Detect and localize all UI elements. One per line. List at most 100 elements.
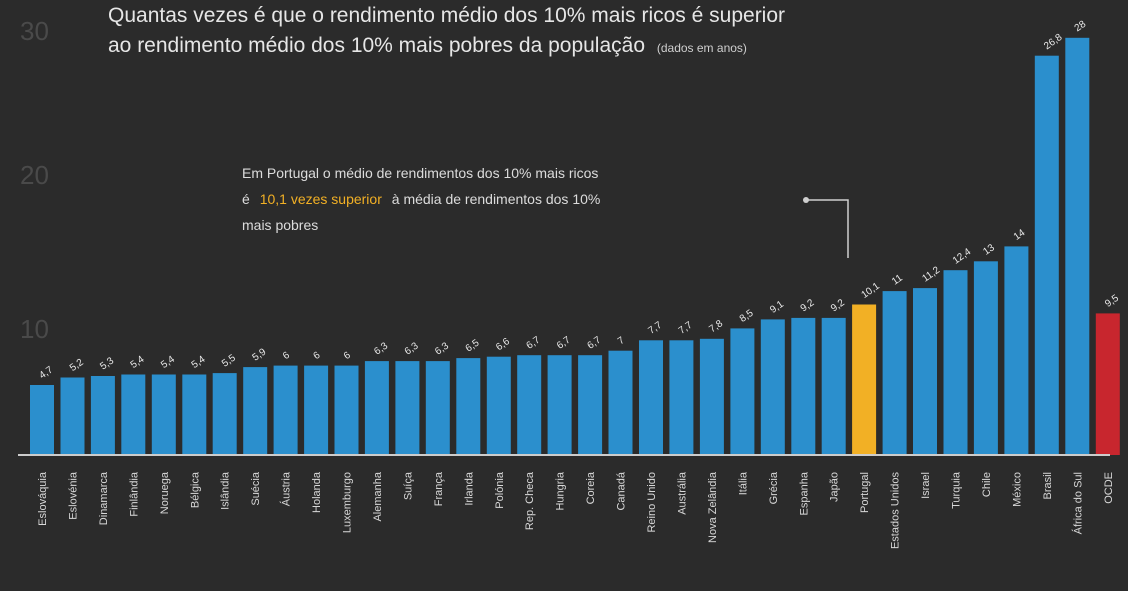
category-label-20: Reino Unido [646, 472, 658, 533]
title-note: (dados em anos) [657, 41, 747, 55]
category-label-35: OCDE [1103, 472, 1115, 504]
bar-6 [212, 373, 237, 456]
annotation-highlight: 10,1 vezes superior [260, 191, 383, 207]
bar-4 [151, 374, 176, 455]
value-label-31: 13 [981, 242, 997, 258]
category-label-32: México [1011, 472, 1023, 507]
category-label-26: Japão [829, 472, 841, 502]
category-label-21: Austrália [676, 471, 688, 515]
bar-14 [456, 358, 481, 455]
category-label-9: Holanda [311, 471, 323, 513]
bar-8 [273, 365, 298, 455]
value-label-19: 7 [616, 335, 627, 347]
bar-26 [821, 317, 846, 455]
value-label-7: 5,9 [251, 346, 269, 363]
value-label-11: 6,3 [372, 340, 390, 357]
value-label-28: 11 [890, 272, 905, 287]
bar-21 [669, 340, 694, 455]
category-label-30: Turquia [951, 471, 963, 509]
title-line-2-main: ao rendimento médio dos 10% mais pobres … [108, 34, 645, 57]
category-label-18: Coreia [585, 471, 597, 504]
value-label-16: 6,7 [525, 334, 543, 351]
value-label-2: 5,3 [98, 355, 116, 372]
value-label-21: 7,7 [677, 320, 695, 337]
value-label-26: 9,2 [829, 297, 847, 314]
category-labels: Eslováquia Eslovénia Dinamarca Finlândia Nor… [37, 471, 1115, 549]
value-label-1: 5,2 [68, 357, 86, 374]
bar-31 [973, 261, 998, 455]
category-label-22: Nova Zelândia [707, 471, 719, 543]
value-label-30: 12,4 [951, 246, 974, 266]
bar-19 [608, 350, 633, 455]
value-label-18: 6,7 [586, 334, 604, 351]
y-tick-30: 30 [20, 16, 49, 46]
bar-34 [1065, 37, 1090, 456]
category-label-16: Rep. Checa [524, 471, 536, 530]
value-label-9: 6 [312, 350, 323, 362]
bar-35 [1095, 313, 1120, 455]
category-label-10: Luxemburgo [342, 472, 354, 533]
category-label-12: Suíça [402, 471, 414, 500]
value-label-8: 6 [281, 350, 292, 362]
bar-15 [486, 356, 511, 455]
bar-10 [334, 365, 359, 455]
bar-33 [1034, 55, 1059, 455]
bar-17 [547, 355, 572, 455]
category-label-14: Irlanda [463, 471, 475, 506]
annotation-dot [803, 197, 809, 203]
value-label-3: 5,4 [129, 354, 147, 371]
category-label-13: França [433, 471, 445, 506]
value-label-6: 5,5 [220, 352, 238, 369]
bar-3 [121, 374, 146, 455]
value-label-15: 6,6 [494, 336, 512, 353]
bar-18 [578, 355, 603, 455]
category-label-15: Polónia [494, 471, 506, 509]
category-label-3: Finlândia [128, 471, 140, 517]
value-label-0: 4,7 [37, 364, 55, 381]
value-label-23: 8,5 [738, 308, 756, 325]
category-label-24: Grécia [768, 471, 780, 504]
value-label-12: 6,3 [403, 340, 421, 357]
category-label-25: Espanha [798, 471, 810, 515]
bar-28 [882, 291, 907, 455]
bar-29 [913, 288, 937, 455]
chart-title: Quantas vezes é que o rendimento médio d… [108, 4, 785, 57]
category-label-4: Noruega [159, 471, 171, 514]
bar-0 [30, 385, 54, 455]
bar-9 [304, 365, 329, 455]
category-label-8: Áustria [280, 471, 293, 506]
y-tick-20: 20 [20, 160, 49, 190]
bar-30 [943, 270, 968, 455]
bar-24 [760, 319, 785, 455]
bar-1 [60, 377, 85, 455]
bar-32 [1004, 246, 1029, 455]
category-label-2: Dinamarca [98, 471, 110, 525]
category-label-23: Itália [737, 471, 749, 495]
bar-22 [699, 338, 724, 455]
value-label-25: 9,2 [799, 297, 817, 314]
value-label-13: 6,3 [433, 340, 451, 357]
category-label-0: Eslováquia [37, 471, 49, 526]
title-line-1: Quantas vezes é que o rendimento médio d… [108, 4, 785, 27]
bar-5 [182, 374, 207, 455]
bar-2 [90, 376, 115, 455]
bar-20 [639, 340, 663, 455]
category-label-27: Portugal [859, 472, 871, 513]
value-label-10: 6 [342, 350, 353, 362]
category-label-11: Alemanha [372, 471, 384, 521]
category-label-6: Islândia [220, 471, 232, 510]
bar-12 [395, 361, 420, 455]
value-label-14: 6,5 [464, 337, 482, 354]
value-label-34: 28 [1073, 19, 1089, 35]
value-label-4: 5,4 [159, 354, 177, 371]
y-tick-10: 10 [20, 314, 49, 344]
bar-11 [364, 361, 389, 455]
category-label-17: Hungria [555, 471, 567, 510]
category-label-5: Bélgica [189, 471, 201, 508]
category-label-29: Israel [920, 472, 932, 499]
annotation-connector [806, 199, 849, 258]
value-label-35: 9,5 [1103, 293, 1121, 310]
category-label-28: Estados Unidos [890, 472, 902, 550]
y-tick-labels: 10 20 30 [20, 16, 49, 344]
